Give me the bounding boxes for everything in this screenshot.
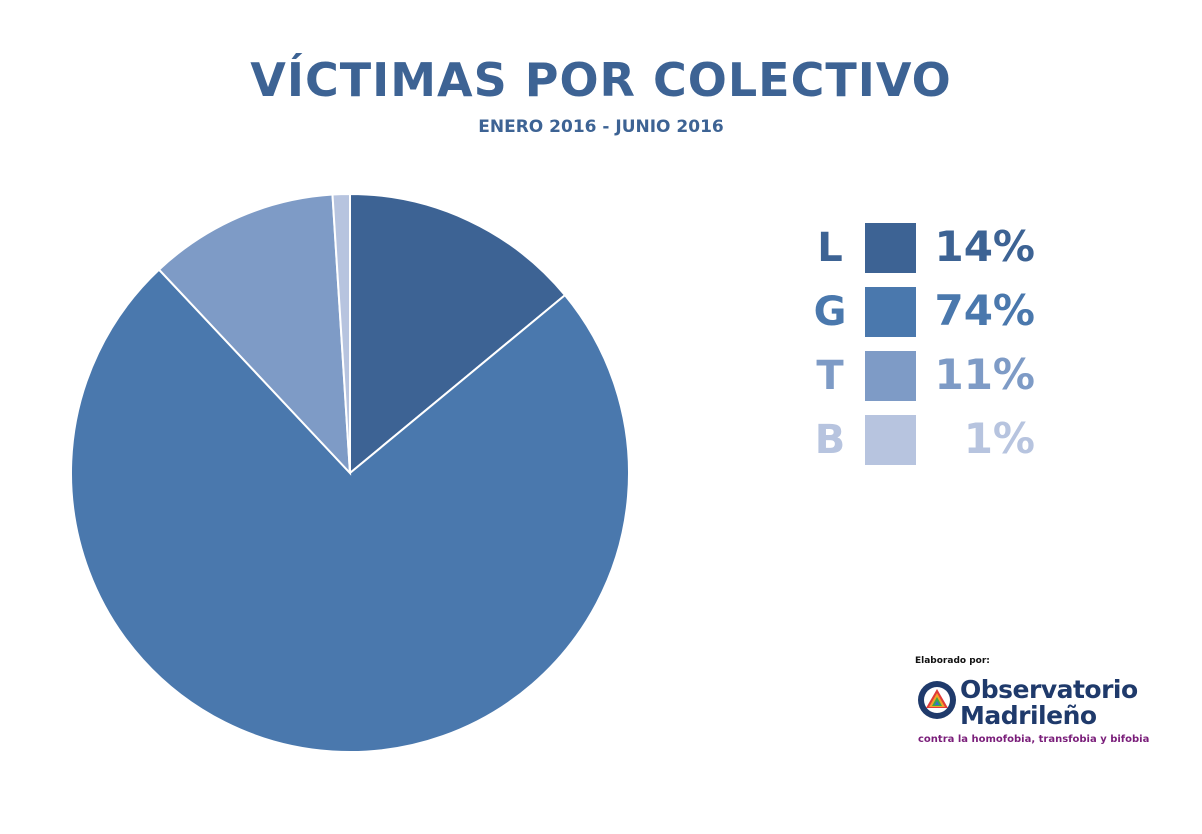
pie-slice-g — [70, 268, 630, 753]
pie-slice-t — [157, 193, 352, 476]
logo-name-line2: Madrileño — [960, 701, 1097, 730]
legend-row-b: B 1% — [800, 410, 1050, 474]
legend-swatch-b — [865, 415, 916, 465]
legend-swatch-l — [865, 223, 916, 273]
logo-credit: Elaborado por: — [915, 656, 990, 666]
observatorio-logo: Elaborado por: Observatorio Madrileño co… — [912, 656, 1149, 756]
chart-subtitle: ENERO 2016 - JUNIO 2016 — [478, 117, 724, 137]
legend-percent-b: 1% — [963, 414, 1035, 463]
legend: L 14% G 74% T 11% B 1% — [800, 218, 1050, 474]
logo-name-line1: Observatorio — [960, 675, 1138, 704]
legend-label-b: B — [814, 417, 846, 463]
legend-row-l: L 14% — [800, 218, 1050, 282]
observatorio-emblem-icon — [918, 681, 956, 719]
legend-label-g: G — [813, 289, 847, 335]
chart-title: VÍCTIMAS POR COLECTIVO — [250, 53, 952, 107]
legend-percent-t: 11% — [934, 350, 1035, 399]
pie-slice-b — [331, 192, 351, 474]
legend-swatch-t — [865, 351, 916, 401]
legend-percent-l: 14% — [934, 222, 1035, 271]
legend-label-t: T — [816, 353, 844, 399]
legend-row-t: T 11% — [800, 346, 1050, 410]
legend-label-l: L — [817, 225, 843, 271]
pie-slice-l — [349, 192, 567, 476]
legend-percent-g: 74% — [934, 286, 1035, 335]
logo-tagline: contra la homofobia, transfobia y bifobi… — [918, 734, 1150, 745]
legend-swatch-g — [865, 287, 916, 337]
legend-row-g: G 74% — [800, 282, 1050, 346]
